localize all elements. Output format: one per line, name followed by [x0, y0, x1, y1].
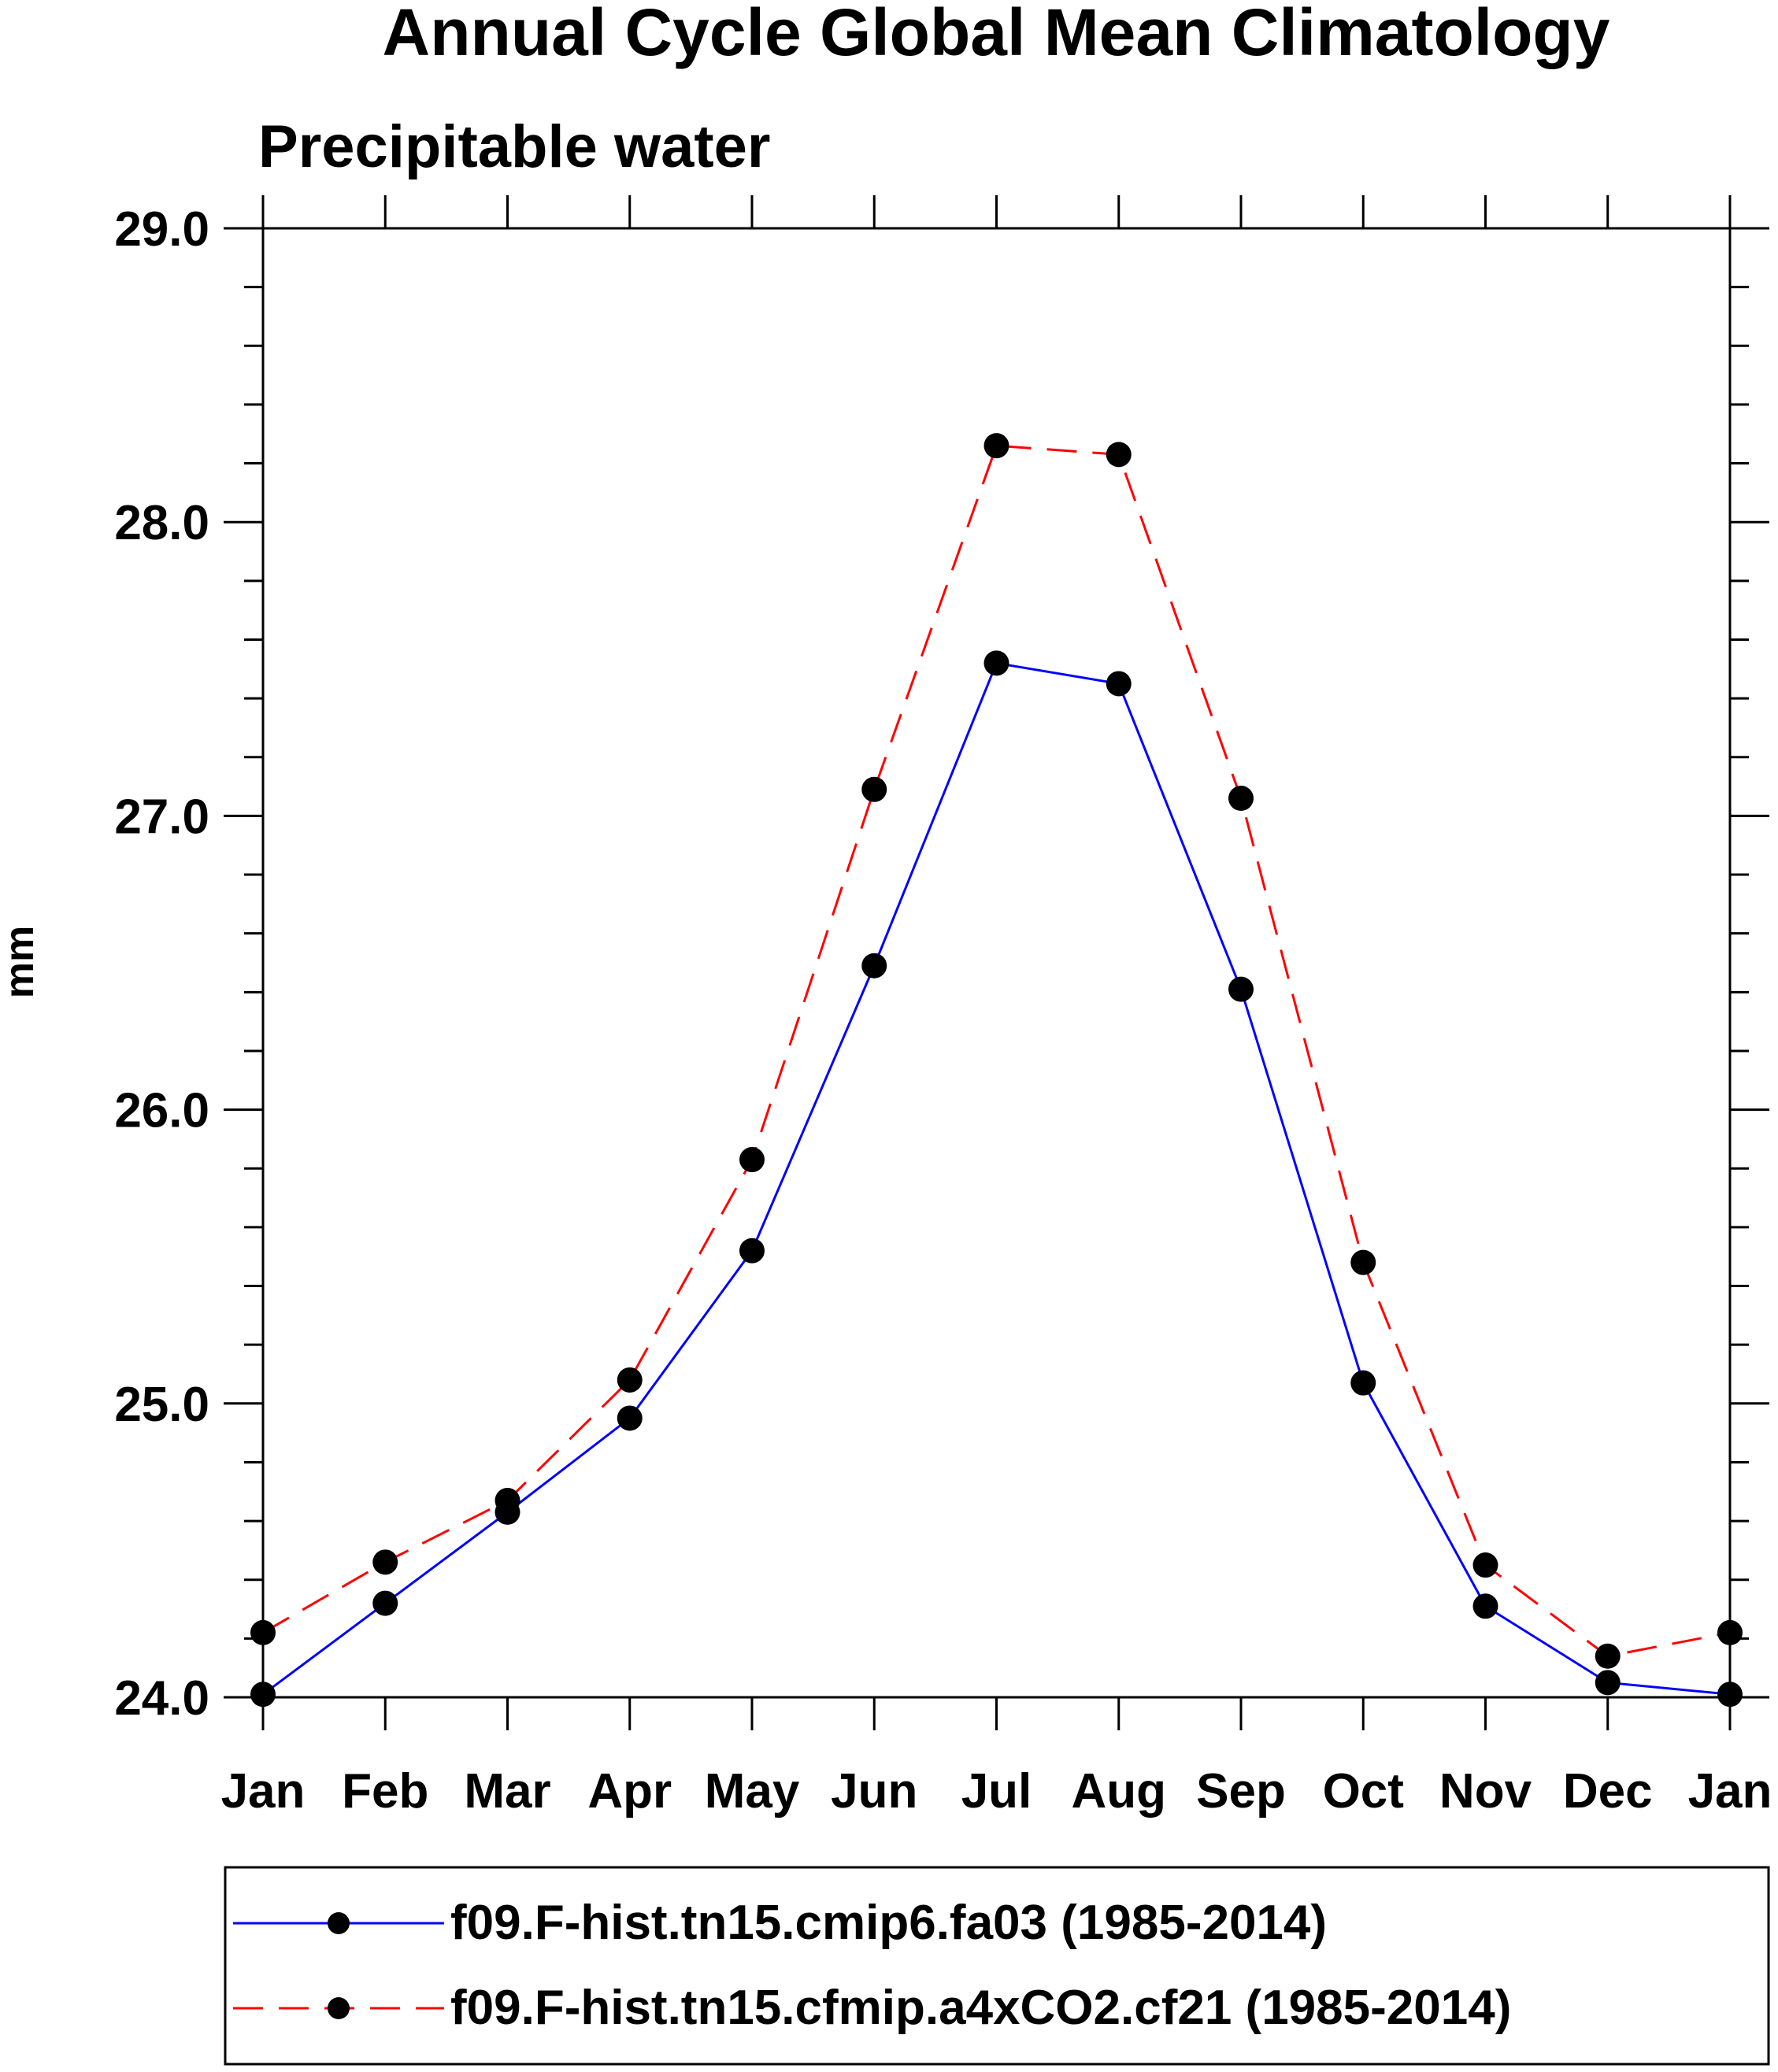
- series-1-point: [1717, 1682, 1743, 1708]
- x-tick-label: Sep: [1196, 1764, 1286, 1819]
- series-layer: [250, 433, 1743, 1708]
- series-2-point: [1350, 1249, 1376, 1275]
- legend-entry-1: f09.F-hist.tn15.cmip6.fa03 (1985-2014): [233, 1896, 1327, 1950]
- series-2-point: [1106, 442, 1132, 468]
- series-1-point: [1106, 671, 1132, 697]
- series-1-point: [1228, 976, 1254, 1002]
- x-tick-label: Aug: [1071, 1764, 1166, 1819]
- legend-marker-1: [328, 1912, 350, 1934]
- y-tick-label: 28.0: [114, 496, 209, 550]
- series-2-point: [1472, 1552, 1498, 1578]
- series-1-point: [1472, 1593, 1498, 1619]
- axis-ticks: [224, 195, 1769, 1730]
- series-1-point: [372, 1590, 398, 1616]
- x-tick-label: Jun: [831, 1764, 917, 1819]
- y-tick-label: 24.0: [114, 1671, 209, 1726]
- legend-box: [224, 1866, 1770, 2066]
- y-tick-label: 25.0: [114, 1378, 209, 1432]
- x-tick-label: Jan: [221, 1764, 306, 1819]
- x-tick-label: Oct: [1323, 1764, 1404, 1819]
- series-1-point: [1595, 1670, 1621, 1696]
- y-tick-labels: 24.0 25.0 26.0 27.0 28.0 29.0: [114, 202, 209, 1726]
- x-tick-labels: Jan Feb Mar Apr May Jun Jul Aug Sep Oct Nov Dec Jan: [221, 1764, 1772, 1819]
- chart-title: Annual Cycle Global Mean Climatology: [383, 0, 1610, 69]
- x-tick-label: Feb: [342, 1764, 428, 1819]
- series-1-point: [617, 1405, 643, 1431]
- legend-marker-2: [328, 1997, 350, 2019]
- series-line-1: [262, 661, 1731, 1696]
- y-axis-label: mm: [0, 926, 43, 998]
- series-2-point: [1228, 786, 1254, 812]
- series-1-point: [250, 1682, 276, 1708]
- series-1-point: [861, 953, 887, 979]
- legend-entry-2: f09.F-hist.tn15.cfmip.a4xCO2.cf21 (1985-…: [233, 1981, 1511, 2035]
- chart-subtitle: Precipitable water: [258, 113, 771, 180]
- x-tick-label: Mar: [464, 1764, 550, 1819]
- y-tick-label: 26.0: [114, 1084, 209, 1138]
- series-1-point: [983, 650, 1009, 676]
- x-tick-label: Apr: [587, 1764, 672, 1819]
- series-2-point: [250, 1619, 276, 1645]
- y-tick-label: 29.0: [114, 202, 209, 257]
- series-2-point: [617, 1367, 643, 1393]
- x-tick-label: Nov: [1439, 1764, 1532, 1819]
- series-2-point: [739, 1147, 765, 1173]
- x-tick-label: May: [705, 1764, 800, 1819]
- legend-label-1: f09.F-hist.tn15.cmip6.fa03 (1985-2014): [450, 1896, 1327, 1950]
- x-tick-label: Jan: [1688, 1764, 1772, 1819]
- series-1-point: [1350, 1370, 1376, 1396]
- series-1-point: [739, 1238, 765, 1264]
- x-tick-label: Dec: [1563, 1764, 1653, 1819]
- y-tick-label: 27.0: [114, 790, 209, 844]
- series-2-point: [861, 776, 887, 802]
- series-2-point: [1717, 1619, 1743, 1645]
- series-2-point: [495, 1487, 520, 1513]
- series-2-point: [1595, 1643, 1621, 1669]
- legend-label-2: f09.F-hist.tn15.cfmip.a4xCO2.cf21 (1985-…: [450, 1981, 1511, 2035]
- x-tick-label: Jul: [961, 1764, 1032, 1819]
- series-2-point: [372, 1549, 398, 1575]
- series-2-point: [983, 433, 1009, 459]
- series-line-2: [262, 444, 1731, 1658]
